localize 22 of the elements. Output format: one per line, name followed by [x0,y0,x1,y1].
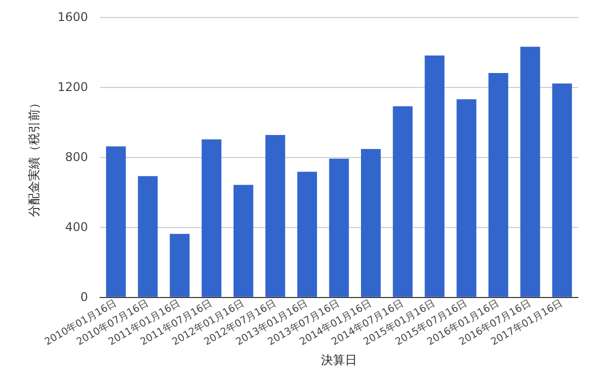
bar [202,139,222,297]
y-tick-label: 1200 [57,80,88,94]
x-axis-title: 決算日 [321,353,357,367]
bar [106,146,126,297]
y-tick-label: 0 [80,290,88,304]
bar [170,234,190,297]
bar [520,46,540,297]
bar [297,172,318,297]
y-axis-title: 分配金実績（税引前） [27,96,41,217]
bar [360,149,381,297]
bar [234,184,254,297]
y-tick-label: 800 [65,150,88,164]
y-tick-label: 400 [65,220,88,234]
y-tick-label: 1600 [57,10,88,24]
bar [456,99,476,297]
bar [552,83,572,297]
bar [392,106,413,297]
bar [138,176,158,297]
bar [424,55,444,297]
bar [488,72,508,297]
bar [265,135,286,297]
bar [329,158,349,297]
